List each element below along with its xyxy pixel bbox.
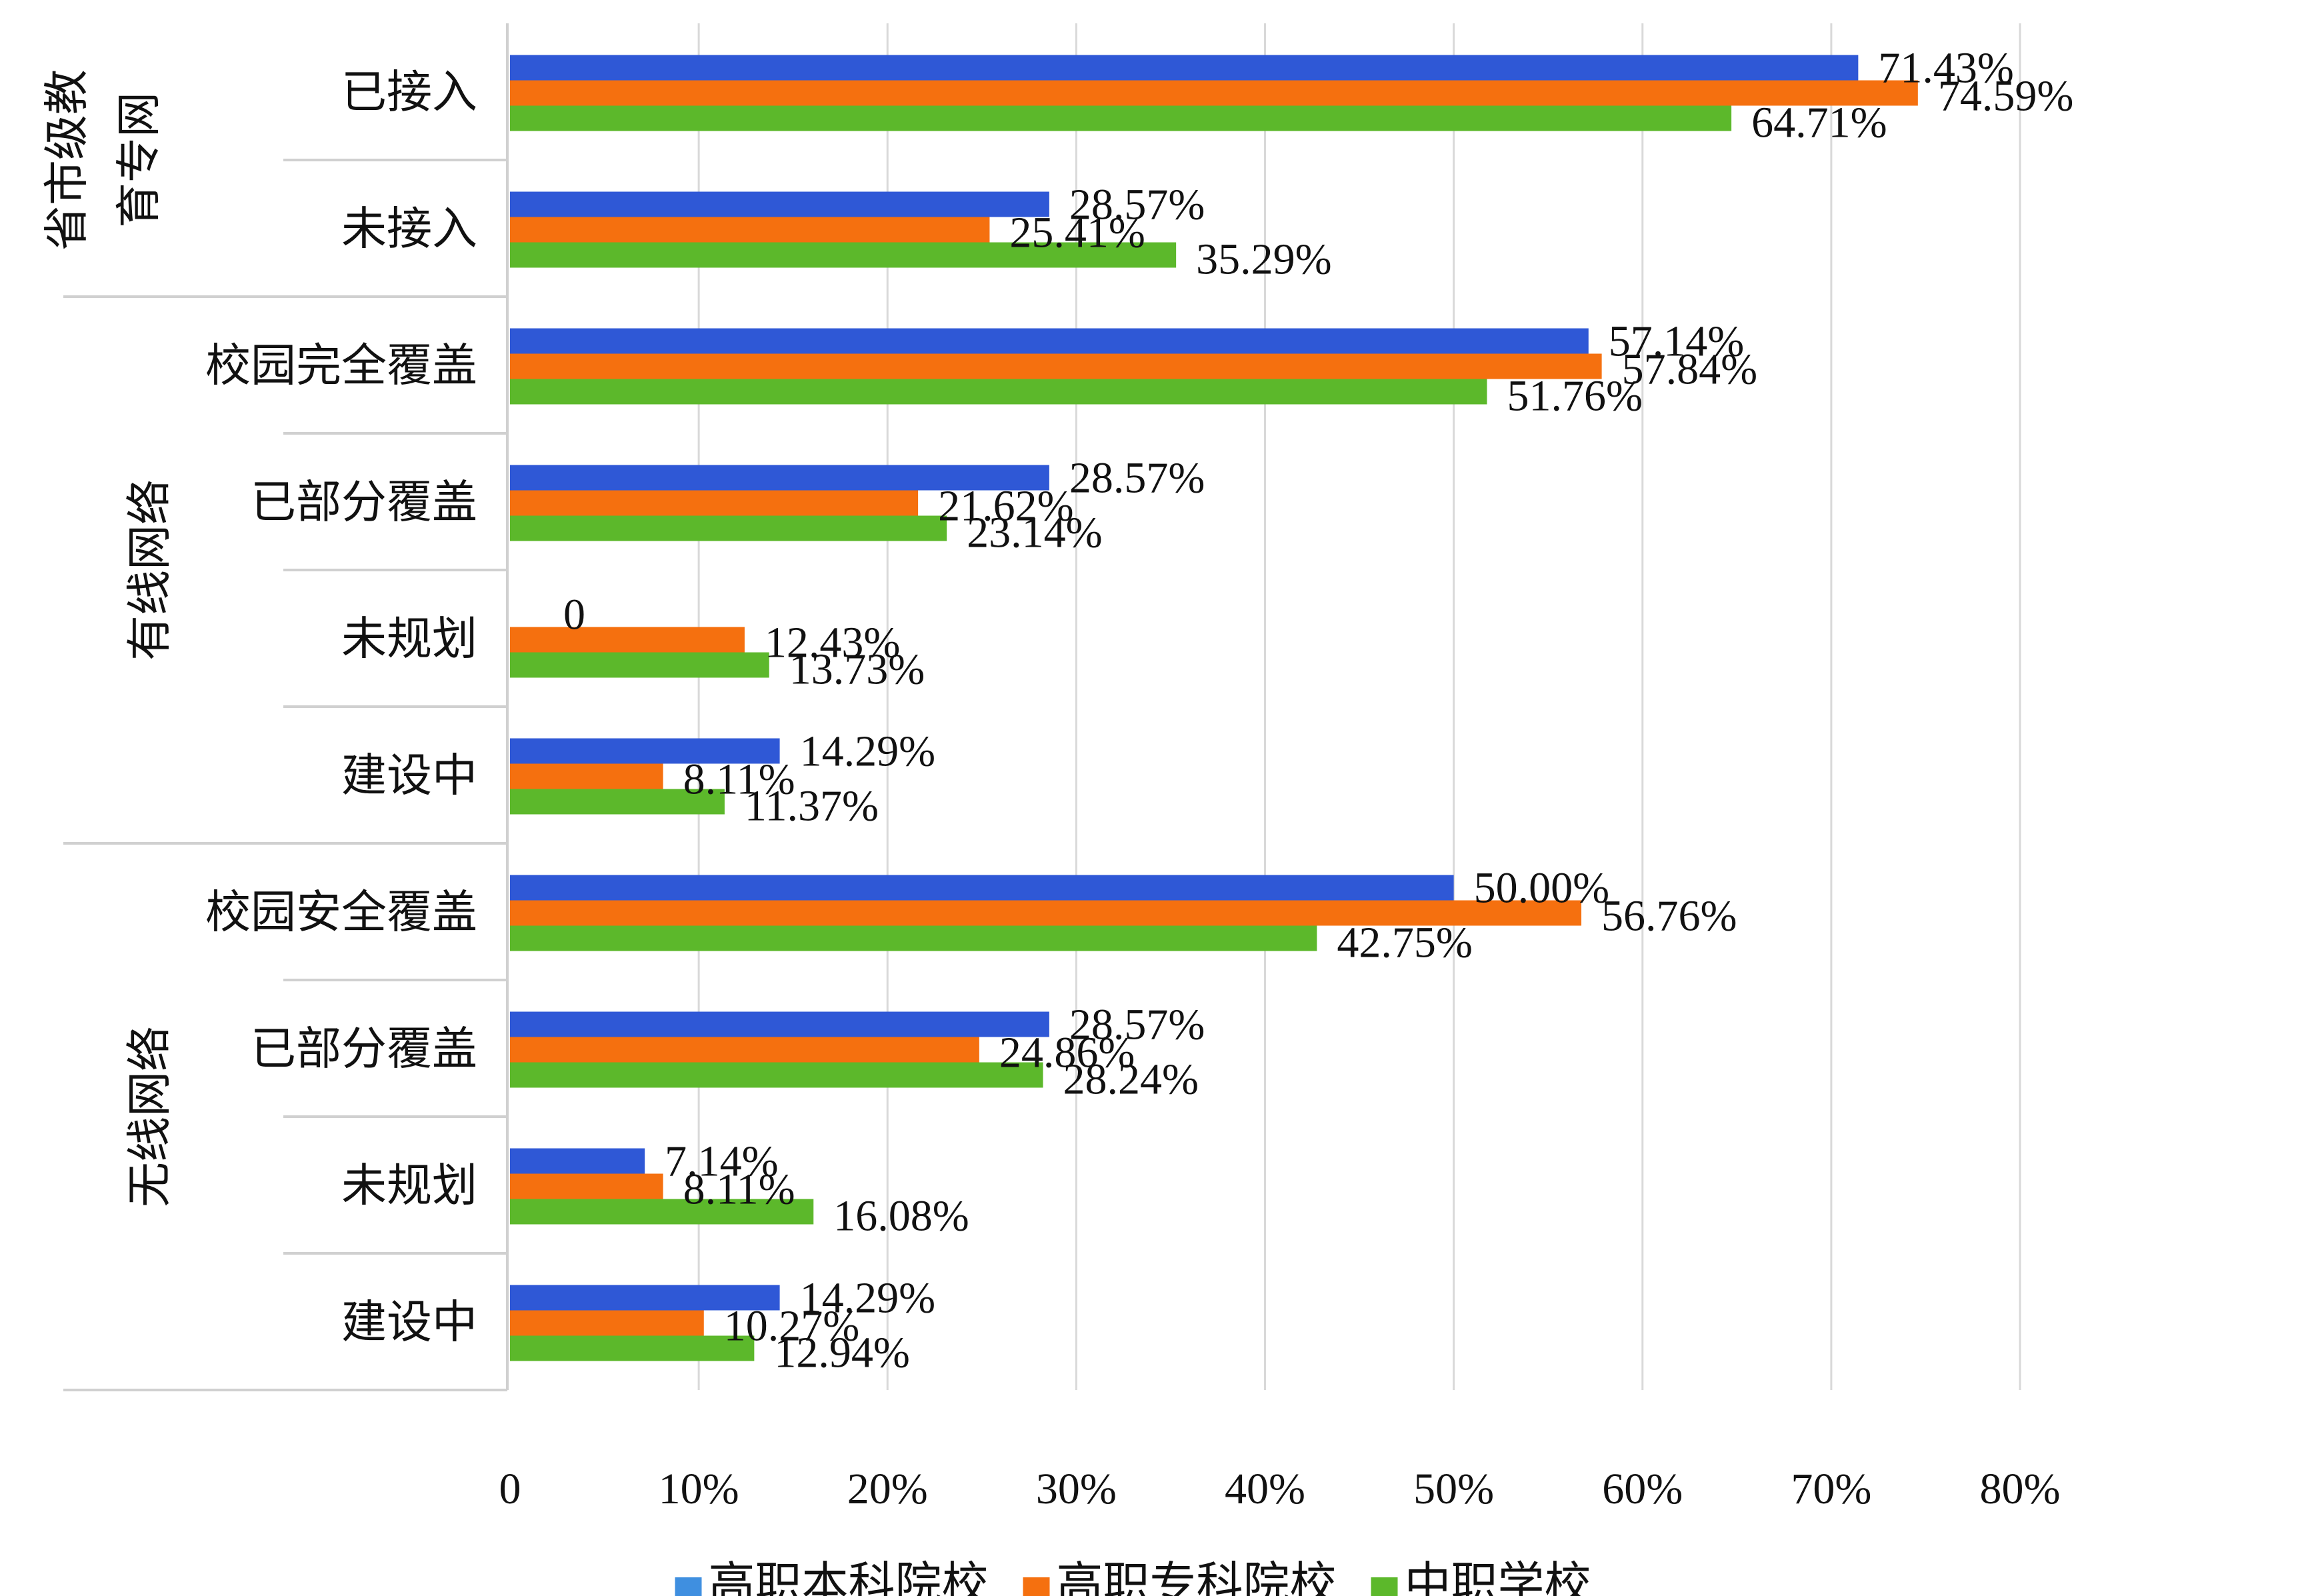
bar <box>510 1199 814 1225</box>
bar <box>510 1285 780 1311</box>
x-tick-label: 40% <box>1225 1465 1305 1513</box>
x-axis-ticks: 0 10% 20% 30% 40% 50% 60% 70% 80% <box>499 1465 2061 1513</box>
bar <box>510 1335 755 1361</box>
data-label: 28.57% <box>1069 1001 1205 1049</box>
data-label: 71.43% <box>1878 44 2013 93</box>
data-label: 25.41% <box>1009 209 1145 257</box>
category-label: 已部分覆盖 <box>251 1023 477 1076</box>
bar <box>510 1148 645 1174</box>
data-label: 8.11% <box>683 755 795 804</box>
data-label: 28.24% <box>1063 1055 1199 1104</box>
data-label: 12.94% <box>774 1329 909 1377</box>
bar <box>510 328 1589 354</box>
data-labels: 71.43%74.59%64.71%28.57%25.41%35.29%57.1… <box>563 44 2073 1377</box>
x-tick-label: 0 <box>499 1465 521 1513</box>
bar <box>510 379 1487 405</box>
data-label: 21.62% <box>938 482 1073 531</box>
data-label: 14.29% <box>800 1274 935 1323</box>
legend-label: 中职学校 <box>1405 1557 1591 1596</box>
bar <box>510 353 1602 379</box>
x-tick-label: 30% <box>1036 1465 1117 1513</box>
data-label: 57.14% <box>1609 317 1744 366</box>
data-label: 42.75% <box>1337 919 1472 967</box>
data-label: 13.73% <box>789 645 925 694</box>
bar <box>510 900 1582 926</box>
legend-swatch <box>1023 1577 1050 1596</box>
category-label: 建设中 <box>341 750 477 803</box>
group-label: 有线网络 <box>124 479 177 661</box>
data-label: 7.14% <box>665 1137 778 1186</box>
category-label: 未规划 <box>341 613 477 666</box>
x-tick-label: 50% <box>1413 1465 1494 1513</box>
x-tick-label: 20% <box>847 1465 928 1513</box>
x-tick-label: 60% <box>1602 1465 1683 1513</box>
bar <box>510 1062 1043 1088</box>
category-label: 已部分覆盖 <box>251 477 477 529</box>
data-label: 28.57% <box>1069 181 1205 229</box>
category-label: 建设中 <box>341 1297 477 1349</box>
group-label: 育专网 <box>113 92 166 228</box>
data-label: 74.59% <box>1938 72 2073 121</box>
x-tick-label: 70% <box>1791 1465 1871 1513</box>
bar <box>510 627 745 653</box>
group-label: 省市级教 <box>41 69 94 251</box>
bar <box>510 515 947 541</box>
legend-swatch <box>675 1577 702 1596</box>
bar <box>510 738 780 764</box>
data-label: 16.08% <box>833 1192 969 1241</box>
bar <box>510 465 1049 491</box>
data-label: 51.76% <box>1507 372 1642 421</box>
data-label: 10.27% <box>724 1302 859 1351</box>
data-label: 56.76% <box>1601 892 1737 941</box>
group-label: 无线网络 <box>124 1026 177 1207</box>
bar <box>510 1037 979 1063</box>
bars <box>510 55 1918 1361</box>
data-label: 24.86% <box>999 1029 1135 1077</box>
x-tick-label: 80% <box>1980 1465 2061 1513</box>
legend-label: 高职专科院校 <box>1057 1557 1337 1596</box>
data-label: 14.29% <box>800 727 935 776</box>
bar <box>510 652 769 678</box>
x-tick-label: 10% <box>659 1465 739 1513</box>
bar <box>510 1310 704 1336</box>
bar <box>510 80 1918 106</box>
legend-swatch <box>1371 1577 1398 1596</box>
bar <box>510 217 990 243</box>
data-label: 0 <box>563 591 585 639</box>
bar <box>510 490 919 516</box>
category-label: 校园完全覆盖 <box>205 340 477 393</box>
bar <box>510 105 1732 131</box>
data-label: 23.14% <box>967 509 1102 557</box>
bar <box>510 875 1454 901</box>
data-label: 50.00% <box>1474 864 1609 913</box>
data-label: 8.11% <box>683 1165 795 1214</box>
data-label: 64.71% <box>1751 99 1887 147</box>
category-label: 校园安全覆盖 <box>205 887 477 939</box>
data-label: 28.57% <box>1069 454 1205 503</box>
legend-label: 高职本科院校 <box>709 1557 989 1596</box>
category-label: 已接入 <box>341 67 477 119</box>
category-label: 未规划 <box>341 1160 477 1213</box>
bar <box>510 1011 1049 1037</box>
bar <box>510 763 663 789</box>
data-label: 12.43% <box>765 619 900 667</box>
data-label: 57.84% <box>1622 345 1757 394</box>
bar <box>510 191 1049 217</box>
category-label: 未接入 <box>341 203 477 256</box>
bar <box>510 1173 663 1199</box>
data-label: 11.37% <box>745 782 879 831</box>
bar <box>510 925 1317 951</box>
bar <box>510 242 1177 268</box>
category-frame <box>63 23 509 1391</box>
legend: 高职本科院校 高职专科院校 中职学校 <box>675 1557 1591 1596</box>
bar <box>510 55 1859 81</box>
data-label: 35.29% <box>1196 235 1331 284</box>
bar <box>510 789 725 815</box>
